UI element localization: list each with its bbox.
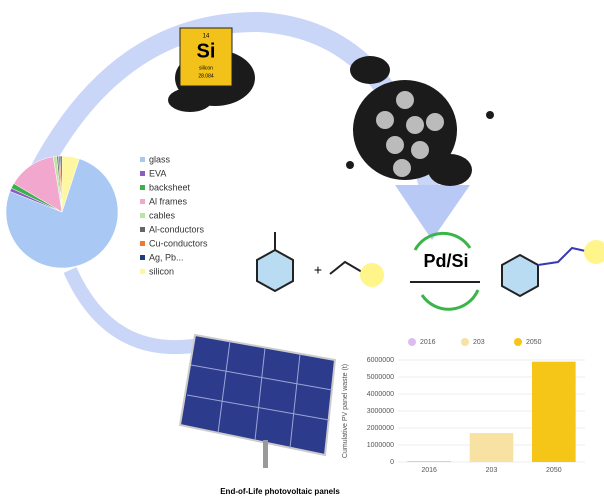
legend-swatch — [140, 227, 145, 232]
legend-label: Ag, Pb... — [149, 252, 184, 262]
legend-swatch — [140, 241, 145, 246]
element-card — [179, 27, 233, 87]
legend-label: silicon — [149, 266, 174, 276]
element-mass: 28.084 — [198, 73, 214, 79]
substituent — [360, 263, 384, 287]
substituent — [584, 240, 604, 264]
legend-label: cables — [149, 210, 176, 220]
legend-label: EVA — [149, 168, 166, 178]
legend-label: Al-conductors — [149, 224, 205, 234]
pd-nanoparticles — [376, 91, 444, 177]
catalyst-label: Pd/Si — [423, 251, 468, 271]
legend-label: Cu-conductors — [149, 238, 208, 248]
pie-slice — [5, 158, 119, 269]
atomic-number: 14 — [203, 34, 210, 40]
legend-swatch — [140, 269, 145, 274]
bar — [532, 361, 576, 462]
legend-dot — [461, 338, 469, 346]
legend-swatch — [140, 185, 145, 190]
y-tick-label: 2000000 — [367, 425, 394, 432]
plus-sign: + — [314, 262, 322, 278]
flow-arc — [63, 267, 202, 355]
pie-slice — [61, 155, 80, 213]
legend-swatch — [140, 199, 145, 204]
element-name: silicon — [199, 65, 213, 71]
legend-label: 2016 — [420, 339, 436, 346]
x-tick-label: 2016 — [421, 467, 437, 474]
legend-swatch — [140, 255, 145, 260]
y-tick-label: 6000000 — [367, 357, 394, 364]
y-tick-label: 5000000 — [367, 374, 394, 381]
legend-dot — [408, 338, 416, 346]
cycle-arrow — [420, 289, 480, 311]
cycle-arrow — [413, 231, 472, 251]
legend-swatch — [140, 213, 145, 218]
x-tick-label: 203 — [486, 467, 498, 474]
bar — [469, 433, 514, 462]
y-tick-label: 0 — [390, 459, 394, 466]
legend-swatch — [140, 171, 145, 176]
product — [501, 246, 591, 298]
legend-label: glass — [149, 154, 171, 164]
element-symbol: Si — [197, 40, 216, 62]
solar-panel — [178, 333, 337, 468]
alkene — [329, 260, 363, 275]
legend-dot — [514, 338, 522, 346]
y-tick-label: 4000000 — [367, 391, 394, 398]
caption: End-of-Life photovoltaic panels — [220, 487, 340, 496]
aryl-iodide — [256, 232, 294, 293]
legend-label: 203 — [473, 339, 485, 346]
y-tick-label: 1000000 — [367, 442, 394, 449]
flow-arrowhead — [395, 185, 470, 240]
y-tick-label: 3000000 — [367, 408, 394, 415]
legend-label: Al frames — [149, 196, 188, 206]
y-axis-label: Cumulative PV panel waste (t) — [342, 364, 349, 458]
x-tick-label: 2050 — [546, 467, 562, 474]
bar — [407, 461, 451, 462]
legend-swatch — [140, 157, 145, 162]
legend-label: 2050 — [526, 339, 542, 346]
legend-label: backsheet — [149, 182, 191, 192]
